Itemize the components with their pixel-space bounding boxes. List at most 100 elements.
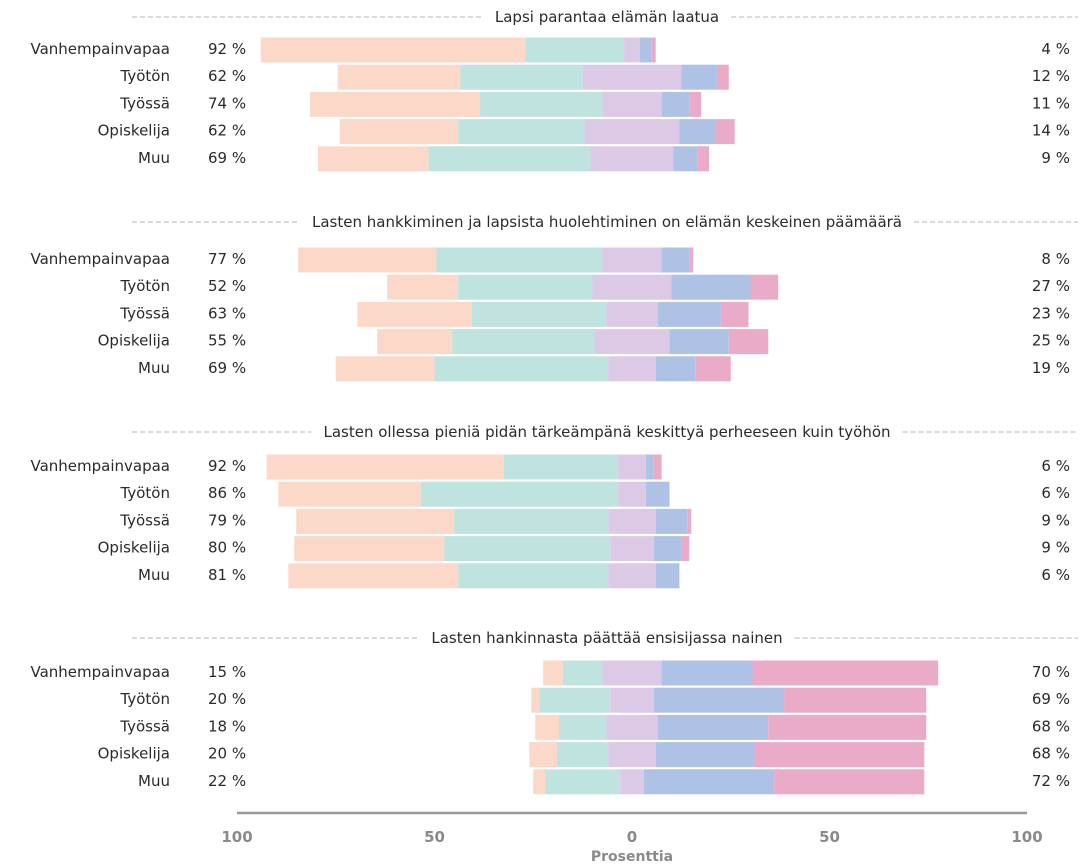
category-label: Vanhempainvapaa xyxy=(30,40,170,58)
left-value-label: 55 % xyxy=(208,332,246,350)
bar-segment xyxy=(602,247,662,273)
left-value-label: 77 % xyxy=(208,250,246,268)
category-label: Vanhempainvapaa xyxy=(30,457,170,475)
bar-segment xyxy=(602,660,662,686)
bar-segment xyxy=(639,37,652,63)
bar-segment xyxy=(337,64,461,90)
bar-segment xyxy=(444,536,611,562)
right-value-label: 14 % xyxy=(1032,122,1070,140)
right-value-label: 23 % xyxy=(1032,304,1070,322)
bar-segment xyxy=(458,563,609,589)
bar-segment xyxy=(452,329,595,355)
bar-segment xyxy=(714,119,735,145)
bar-segment xyxy=(582,64,682,90)
left-value-label: 69 % xyxy=(208,149,246,167)
right-value-label: 70 % xyxy=(1032,663,1070,681)
category-label: Vanhempainvapaa xyxy=(30,663,170,681)
left-value-label: 80 % xyxy=(208,539,246,557)
bar-segment xyxy=(653,454,662,480)
bar-segment xyxy=(774,769,925,795)
bar-segment xyxy=(687,508,692,534)
right-value-label: 4 % xyxy=(1041,40,1070,58)
bar-segment xyxy=(657,714,769,740)
right-value-label: 12 % xyxy=(1032,67,1070,85)
bar-segment xyxy=(584,119,680,145)
left-value-label: 20 % xyxy=(208,745,246,763)
bar-segment xyxy=(618,454,646,480)
right-value-label: 69 % xyxy=(1032,690,1070,708)
category-label: Vanhempainvapaa xyxy=(30,250,170,268)
bar-segment xyxy=(420,481,619,507)
bar-segment xyxy=(669,329,729,355)
bar-segment xyxy=(750,274,779,300)
bar-segment xyxy=(645,454,654,480)
right-value-label: 25 % xyxy=(1032,332,1070,350)
bar-segment xyxy=(479,91,603,117)
panel-title: Lasten ollessa pieniä pidän tärkeämpänä … xyxy=(323,423,890,441)
bar-segment xyxy=(310,91,480,117)
bar-segment xyxy=(317,146,429,172)
bar-segment xyxy=(651,37,656,63)
bar-segment xyxy=(260,37,526,63)
bar-segment xyxy=(624,37,640,63)
bar-segment xyxy=(661,660,753,686)
bar-segment xyxy=(543,660,563,686)
bar-segment xyxy=(529,742,557,768)
right-value-label: 6 % xyxy=(1041,457,1070,475)
bar-segment xyxy=(606,301,658,327)
panel-title: Lasten hankinnasta päättää ensisijassa n… xyxy=(431,629,782,647)
bar-segment xyxy=(558,714,607,740)
category-label: Opiskelija xyxy=(98,122,170,140)
bar-segment xyxy=(671,274,751,300)
left-value-label: 92 % xyxy=(208,40,246,58)
category-label: Työtön xyxy=(120,690,170,708)
bar-segment xyxy=(720,301,749,327)
right-value-label: 9 % xyxy=(1041,511,1070,529)
left-value-label: 20 % xyxy=(208,690,246,708)
bar-segment xyxy=(661,247,690,273)
bar-segment xyxy=(608,356,656,382)
bar-segment xyxy=(296,508,455,534)
bar-segment xyxy=(458,274,593,300)
category-label: Työtön xyxy=(120,484,170,502)
bar-segment xyxy=(590,146,674,172)
bar-segment xyxy=(434,356,609,382)
category-label: Opiskelija xyxy=(98,332,170,350)
x-tick-label: 100 xyxy=(221,828,252,846)
panel-title: Lasten hankkiminen ja lapsista huolehtim… xyxy=(312,213,902,231)
bar-segment xyxy=(454,508,609,534)
bar-segment xyxy=(752,660,939,686)
panel-title: Lapsi parantaa elämän laatua xyxy=(495,8,719,26)
left-value-label: 18 % xyxy=(208,717,246,735)
right-value-label: 6 % xyxy=(1041,484,1070,502)
bar-segment xyxy=(525,37,625,63)
bar-segment xyxy=(539,687,611,713)
x-tick-label: 100 xyxy=(1011,828,1042,846)
bar-segment xyxy=(339,119,459,145)
bar-segment xyxy=(653,687,785,713)
category-label: Muu xyxy=(138,359,170,377)
left-value-label: 15 % xyxy=(208,663,246,681)
bar-segment xyxy=(533,769,546,795)
bar-segment xyxy=(681,64,717,90)
bar-segment xyxy=(266,454,504,480)
left-value-label: 62 % xyxy=(208,67,246,85)
bar-segment xyxy=(655,563,680,589)
bar-segment xyxy=(458,119,585,145)
right-value-label: 11 % xyxy=(1032,94,1070,112)
bar-segment xyxy=(673,146,698,172)
right-value-label: 27 % xyxy=(1032,277,1070,295)
bar-segment xyxy=(608,563,656,589)
bar-segment xyxy=(754,742,925,768)
bar-segment xyxy=(610,687,654,713)
bar-segment xyxy=(681,536,690,562)
right-value-label: 9 % xyxy=(1041,539,1070,557)
bar-segment xyxy=(602,91,662,117)
bar-segment xyxy=(294,536,445,562)
left-value-label: 92 % xyxy=(208,457,246,475)
bar-segment xyxy=(653,536,682,562)
left-value-label: 86 % xyxy=(208,484,246,502)
bar-segment xyxy=(278,481,421,507)
category-label: Muu xyxy=(138,149,170,167)
